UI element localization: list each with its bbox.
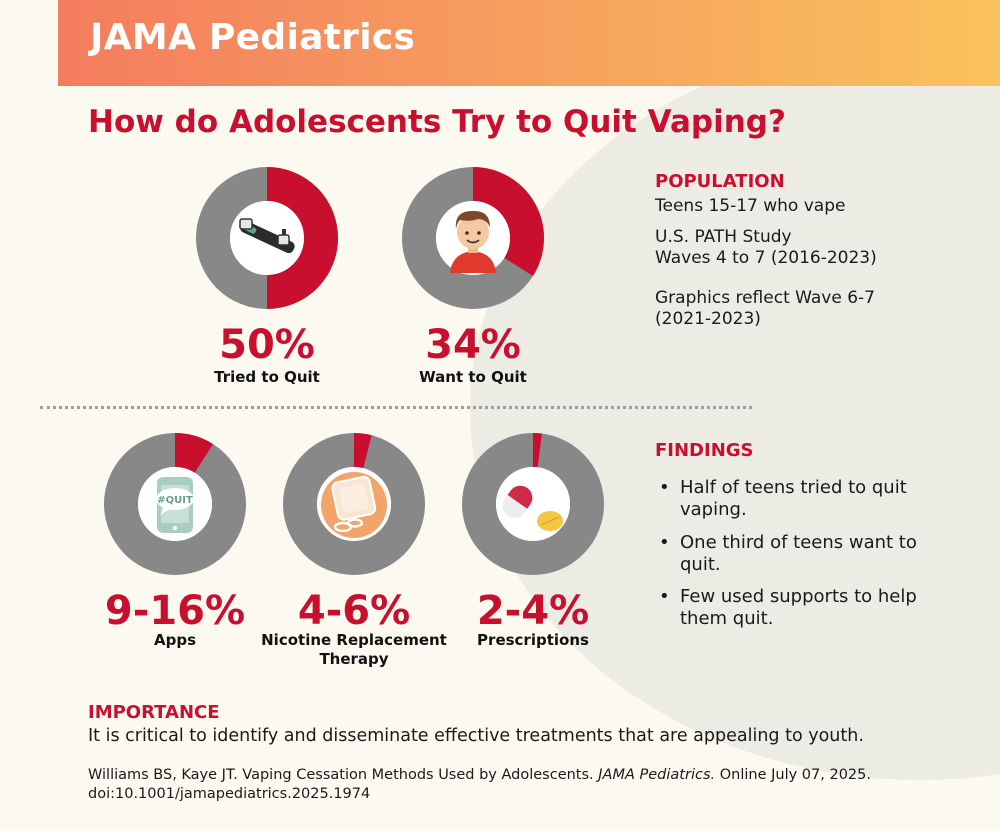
finding-line: Few used supports to help [680, 586, 917, 607]
donut-prescriptions [462, 433, 604, 575]
donut-apps: #QUIT [104, 433, 246, 575]
importance-heading: IMPORTANCE [88, 702, 220, 723]
finding-line: Half of teens tried to quit [680, 477, 907, 498]
journal-name: JAMA Pediatrics [90, 17, 416, 58]
page-title: How do Adolescents Try to Quit Vaping? [88, 104, 786, 140]
vape-device-icon [239, 218, 295, 254]
bullet-icon: • [659, 586, 670, 607]
population-line: U.S. PATH Study [655, 227, 792, 247]
population-heading: POPULATION [655, 171, 785, 192]
finding-item: • Few used supports to help them quit. [655, 586, 955, 630]
citation-date: Online July 07, 2025. [715, 767, 871, 783]
quit-phone-app-icon: #QUIT [156, 477, 194, 533]
stat-apps: 9-16% [104, 588, 246, 634]
importance-text: It is critical to identify and dissemina… [88, 726, 864, 746]
label-prescriptions: Prescriptions [477, 631, 589, 649]
finding-line: them quit. [680, 608, 774, 629]
citation-doi: doi:10.1001/jamapediatrics.2025.1974 [88, 786, 371, 802]
donut-want-to-quit [402, 167, 544, 309]
bullet-icon: • [659, 532, 670, 553]
citation-authors: Williams BS, Kaye JT. Vaping Cessation M… [88, 767, 599, 783]
label-apps: Apps [153, 631, 196, 649]
background-circle [470, 40, 1000, 780]
pills-icon [502, 485, 563, 531]
label-want-to-quit: Want to Quit [419, 368, 527, 386]
stat-prescriptions: 2-4% [476, 588, 590, 634]
teen-boy-icon [450, 210, 496, 273]
donut-value-segment [353, 433, 372, 469]
dotted-divider [40, 406, 752, 409]
label-tried-to-quit: Tried to Quit [214, 368, 320, 386]
donut-tried-to-quit [196, 167, 338, 309]
stat-tried-to-quit: 50% [219, 322, 315, 368]
population-line: Graphics reflect Wave 6-7 [655, 288, 875, 308]
finding-item: • Half of teens tried to quit vaping. [655, 477, 955, 521]
svg-text:#QUIT: #QUIT [157, 495, 193, 506]
stat-want-to-quit: 34% [425, 322, 521, 368]
bullet-icon: • [659, 477, 670, 498]
finding-line: quit. [680, 554, 721, 575]
header-banner [58, 0, 1000, 86]
donut-value-segment [472, 167, 544, 277]
nicotine-patch-icon [321, 472, 387, 538]
citation-journal: JAMA Pediatrics. [598, 767, 716, 783]
population-line: (2021-2023) [655, 309, 761, 329]
findings-heading: FINDINGS [655, 440, 754, 461]
population-line: Teens 15-17 who vape [655, 196, 846, 216]
donut-value-segment [174, 433, 214, 474]
label-nicotine-replacement-therapy: Nicotine Replacement Therapy [261, 631, 447, 668]
finding-item: • One third of teens want to quit. [655, 532, 955, 576]
donut-nicotine-replacement-therapy [283, 433, 425, 575]
finding-line: One third of teens want to [680, 532, 917, 553]
population-line: Waves 4 to 7 (2016-2023) [655, 248, 877, 268]
stat-nicotine-replacement-therapy: 4-6% [297, 588, 411, 634]
donut-value-segment [266, 167, 338, 309]
citation: Williams BS, Kaye JT. Vaping Cessation M… [88, 766, 988, 804]
finding-line: vaping. [680, 499, 747, 520]
